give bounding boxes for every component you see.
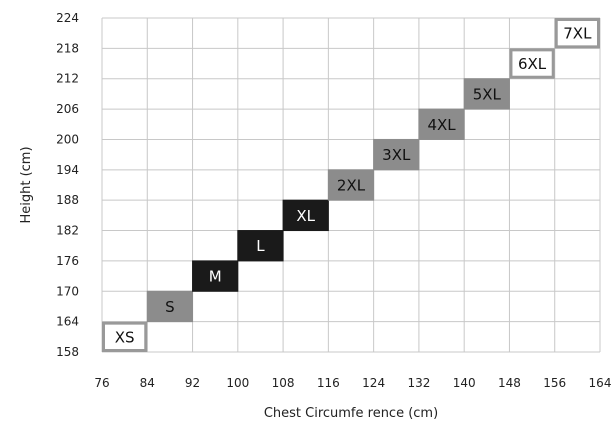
y-tick-label: 188 [56,193,79,207]
y-tick-label: 218 [56,41,79,55]
size-cell-box [373,138,420,171]
x-tick-label: 76 [94,376,109,390]
y-tick-label: 170 [56,284,79,298]
size-cell: L [237,230,284,262]
size-cell: 4XL [418,108,465,140]
size-cell-box [282,199,329,232]
size-cell-label: 3XL [382,146,411,164]
x-tick-label: 124 [362,376,385,390]
size-cell: 2XL [327,169,375,201]
y-tick-label: 164 [56,315,79,329]
size-cell-box [327,169,375,201]
x-tick-label: 148 [498,376,521,390]
size-cell: 3XL [373,138,420,171]
x-tick-label: 156 [543,376,566,390]
size-cell-label: M [209,268,222,286]
x-tick-label: 84 [140,376,155,390]
x-tick-label: 108 [272,376,295,390]
y-axis-ticks: 158 164 170 176 182 188 194 200 206 212 218 224 [56,11,79,359]
x-tick-label: 132 [407,376,430,390]
size-cell-label: XS [115,328,135,346]
x-axis-title: Chest Circumfe rence (cm) [264,406,438,421]
size-cell-label: 7XL [563,25,592,43]
y-tick-label: 158 [56,345,79,359]
x-tick-label: 116 [317,376,340,390]
x-tick-label: 140 [453,376,476,390]
size-cell: XS [102,321,148,352]
size-cell-box [554,18,601,49]
size-cell: 6XL [509,48,555,79]
y-tick-label: 176 [56,254,79,268]
x-tick-label: 164 [589,376,612,390]
size-cell-box [237,230,284,262]
size-cell: XL [282,199,329,232]
y-tick-label: 212 [56,72,79,86]
size-cell: S [146,290,194,323]
size-cell-label: 4XL [427,116,456,134]
size-cell-box [102,321,148,352]
y-axis-title: Height (cm) [19,146,34,223]
size-cell-label: 6XL [518,55,547,73]
size-cell-box [463,78,510,110]
x-tick-label: 92 [185,376,200,390]
x-tick-label: 100 [226,376,249,390]
y-tick-label: 206 [56,102,79,116]
y-tick-label: 224 [56,11,79,25]
size-cells: XS S M L XL 2XL 3XL 4XL 5XL 6XL 7XL [102,18,601,352]
size-cell: 5XL [463,78,510,110]
y-tick-label: 182 [56,224,79,238]
size-cell-box [418,108,465,140]
size-cell-label: S [165,298,175,316]
size-cell-box [192,260,239,292]
size-cell: 7XL [554,18,601,49]
size-cell-label: XL [296,207,315,225]
size-cell-box [146,290,194,323]
y-tick-label: 200 [56,132,79,146]
size-cell-label: 5XL [473,85,502,103]
x-axis-ticks: 76 84 92 100 108 116 124 132 140 148 156 164 [94,376,611,390]
size-cell-label: 2XL [337,177,366,195]
size-cell: M [192,260,239,292]
size-cell-box [509,48,555,79]
y-tick-label: 194 [56,163,79,177]
size-cell-label: L [256,237,265,255]
